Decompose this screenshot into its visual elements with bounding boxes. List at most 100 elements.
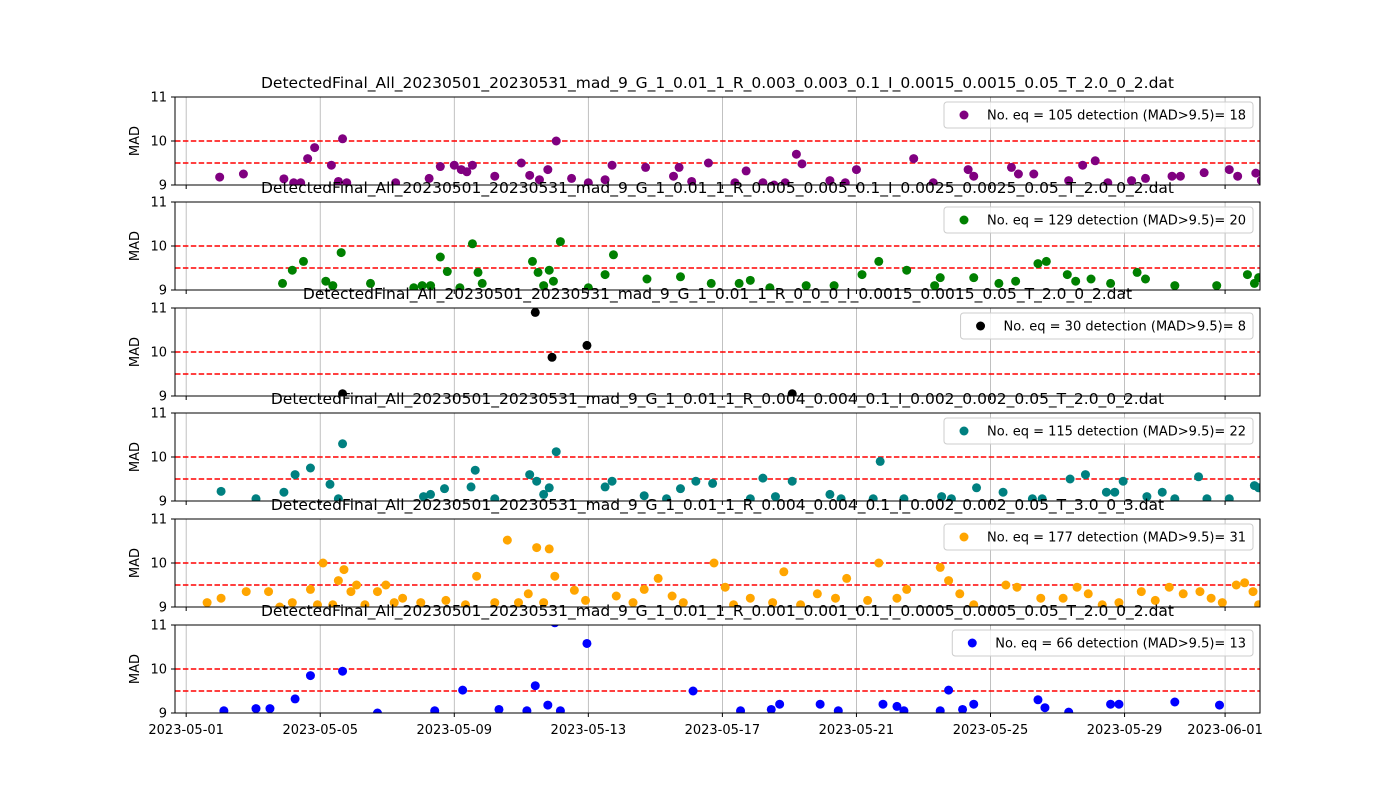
subplot-title: DetectedFinal_All_20230501_20230531_mad_… <box>261 179 1174 198</box>
legend-box <box>960 312 1254 340</box>
data-point <box>628 598 638 607</box>
data-point <box>703 158 713 168</box>
data-point <box>1217 598 1227 607</box>
data-point <box>1040 703 1050 713</box>
data-point <box>305 584 315 594</box>
data-point <box>466 482 476 492</box>
data-point <box>1224 165 1234 175</box>
data-points <box>338 308 797 396</box>
data-point <box>667 591 677 601</box>
data-point <box>1195 587 1205 597</box>
data-point <box>514 598 524 607</box>
legend-label: No. eq = 30 detection (MAD>9.5)= 8 <box>1004 320 1246 335</box>
data-point <box>435 252 445 262</box>
data-point <box>775 699 785 709</box>
legend-box <box>943 523 1254 551</box>
data-point <box>935 273 945 283</box>
data-point <box>669 171 679 181</box>
data-point <box>219 706 229 713</box>
y-tick-label: 9 <box>159 179 167 194</box>
data-point <box>470 465 480 475</box>
data-point <box>1114 598 1124 607</box>
data-point <box>569 585 579 595</box>
data-point <box>1231 580 1241 590</box>
y-tick-label: 11 <box>150 196 167 211</box>
data-point <box>544 483 554 493</box>
legend-box <box>943 206 1254 234</box>
data-point <box>899 494 909 501</box>
data-point <box>642 274 652 284</box>
data-point <box>305 671 315 681</box>
data-point <box>216 593 226 603</box>
data-point <box>1167 171 1177 181</box>
data-point <box>1224 494 1234 501</box>
data-point <box>490 494 500 501</box>
data-point <box>550 625 559 628</box>
data-point <box>426 281 436 290</box>
data-point <box>1097 600 1107 607</box>
subplot-4: 9 10 11 MAD DetectedFinal_All_20230501_20230… <box>128 390 1261 510</box>
data-point <box>730 178 740 185</box>
data-point <box>1242 270 1252 280</box>
legend-label: No. eq = 66 detection (MAD>9.5)= 13 <box>995 637 1246 652</box>
legend-marker <box>959 110 969 120</box>
data-point <box>1215 700 1225 710</box>
legend: No. eq = 30 detection (MAD>9.5)= 8 <box>960 312 1254 340</box>
y-axis-label: MAD <box>128 654 143 684</box>
legend: No. eq = 177 detection (MAD>9.5)= 31 <box>943 523 1254 551</box>
data-point <box>653 573 663 583</box>
data-point <box>296 178 306 185</box>
data-point <box>1248 587 1258 597</box>
data-point <box>1072 582 1082 592</box>
data-point <box>1170 494 1180 501</box>
subplot-6: 9 10 11 MAD DetectedFinal_All_20230501_20230… <box>128 602 1261 722</box>
data-point <box>477 278 487 288</box>
data-point <box>336 248 346 258</box>
data-point <box>1080 470 1090 480</box>
subplot-1: 9 10 11 MAD DetectedFinal_All_20230501_20230… <box>128 74 1261 194</box>
data-point <box>547 352 557 362</box>
data-point <box>892 593 902 603</box>
data-point <box>533 267 543 277</box>
data-point <box>318 558 328 568</box>
data-point <box>801 281 811 290</box>
data-point <box>352 580 362 590</box>
data-point <box>639 584 649 594</box>
data-point <box>851 165 861 175</box>
data-point <box>729 600 739 607</box>
data-point <box>583 178 593 185</box>
data-point <box>490 598 500 607</box>
data-point <box>892 701 902 711</box>
data-point <box>525 170 535 180</box>
data-point <box>1086 274 1096 284</box>
data-point <box>745 593 755 603</box>
data-point <box>287 598 297 607</box>
data-point <box>527 256 537 266</box>
data-point <box>1254 273 1260 283</box>
y-axis-label: MAD <box>128 126 143 156</box>
data-point <box>998 487 1008 497</box>
y-tick-label: 9 <box>159 284 167 299</box>
legend-marker <box>967 638 977 648</box>
data-point <box>1006 162 1016 172</box>
data-point <box>1254 483 1260 493</box>
data-point <box>1013 169 1023 179</box>
data-point <box>458 685 468 695</box>
data-point <box>928 178 938 185</box>
data-point <box>555 706 565 713</box>
legend-label: No. eq = 105 detection (MAD>9.5)= 18 <box>987 109 1246 124</box>
data-point <box>338 134 348 144</box>
data-point <box>708 478 718 488</box>
legend-marker <box>959 215 969 225</box>
data-point <box>265 704 275 713</box>
data-point <box>857 270 867 280</box>
data-point <box>1132 267 1142 277</box>
data-point <box>312 600 322 607</box>
data-point <box>360 600 370 607</box>
data-points <box>278 237 1260 290</box>
x-tick-label: 2023-05-05 <box>282 723 358 738</box>
data-point <box>829 281 839 290</box>
data-points <box>216 439 1260 501</box>
data-point <box>1064 176 1074 185</box>
